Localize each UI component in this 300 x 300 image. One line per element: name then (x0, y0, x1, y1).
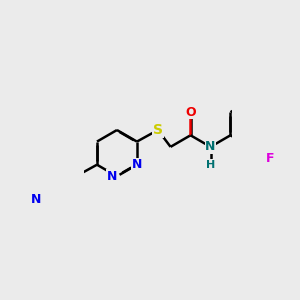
Text: N: N (205, 140, 216, 153)
Text: O: O (185, 106, 196, 119)
Text: N: N (106, 170, 117, 183)
Text: N: N (132, 158, 142, 171)
Text: H: H (206, 160, 215, 170)
Text: F: F (266, 152, 275, 165)
Text: S: S (153, 123, 163, 137)
Text: N: N (31, 193, 41, 206)
